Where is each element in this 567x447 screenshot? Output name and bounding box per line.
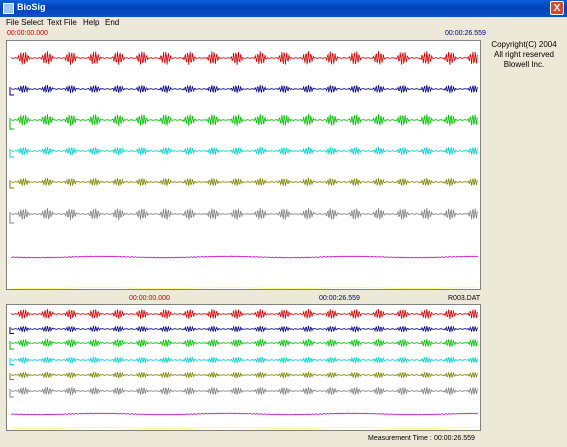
bottom-channel-green xyxy=(10,338,479,348)
bottom-channel-marker-green xyxy=(9,341,14,350)
bottom-start-time: 00:00:00.000 xyxy=(129,295,170,302)
menu-end[interactable]: End xyxy=(105,18,120,27)
bottom-channel-marker-gray xyxy=(9,389,14,398)
menu-text-file[interactable]: Text File xyxy=(47,18,77,27)
bottom-channel-navy xyxy=(10,325,479,334)
top-channel-gray xyxy=(10,208,479,220)
title-bar: BioSig X xyxy=(0,0,567,17)
top-channel-magenta xyxy=(10,255,478,259)
top-channel-yellow xyxy=(10,286,478,290)
top-end-time: 00:00:26.559 xyxy=(445,30,486,37)
bottom-channel-magenta xyxy=(10,412,478,416)
top-start-time: 00:00:00.000 xyxy=(7,30,48,37)
top-channel-marker-cyan xyxy=(9,149,14,158)
top-channel-navy xyxy=(10,84,479,94)
bottom-end-time: 00:00:26.559 xyxy=(319,295,360,302)
top-channel-olive xyxy=(10,177,479,187)
bottom-channel-marker-navy xyxy=(9,327,14,334)
copyright-notice: Copyright(C) 2004 All right reserved Blo… xyxy=(484,40,564,70)
measurement-time-label: Measurement Time : xyxy=(368,435,432,442)
bottom-channel-yellow xyxy=(10,426,478,430)
copyright-line-3: Blowell Inc. xyxy=(503,60,545,69)
menu-file-select[interactable]: File Select xyxy=(6,18,44,27)
top-channel-marker-navy xyxy=(9,87,14,96)
top-channel-marker-gray xyxy=(9,212,14,224)
menu-help[interactable]: Help xyxy=(83,18,100,27)
bottom-channel-red xyxy=(10,308,479,320)
bottom-channel-olive xyxy=(10,371,479,380)
menu-bar: File Select Text File Help End xyxy=(0,17,567,28)
window-title: BioSig xyxy=(17,2,46,12)
top-channel-cyan xyxy=(10,146,479,156)
top-channel-marker-green xyxy=(9,118,14,130)
top-channel-red xyxy=(10,51,479,65)
file-name: R003.DAT xyxy=(448,295,481,302)
bottom-channel-gray xyxy=(10,386,479,396)
copyright-line-1: Copyright(C) 2004 xyxy=(491,40,557,49)
close-button[interactable]: X xyxy=(550,1,564,15)
top-waveform-panel[interactable] xyxy=(6,40,481,290)
copyright-line-2: All right reserved xyxy=(493,50,555,59)
measurement-time-value: 00:00:26.559 xyxy=(434,435,475,442)
bottom-waveform-panel[interactable] xyxy=(6,304,481,431)
top-channel-green xyxy=(10,114,479,126)
bottom-channel-marker-olive xyxy=(9,373,14,380)
bottom-channel-cyan xyxy=(10,356,479,365)
bottom-channel-marker-cyan xyxy=(9,358,14,365)
top-channel-marker-olive xyxy=(9,180,14,189)
top-waveform-plot xyxy=(9,51,479,290)
bottom-waveform-plot xyxy=(9,308,479,430)
app-icon xyxy=(3,3,14,14)
